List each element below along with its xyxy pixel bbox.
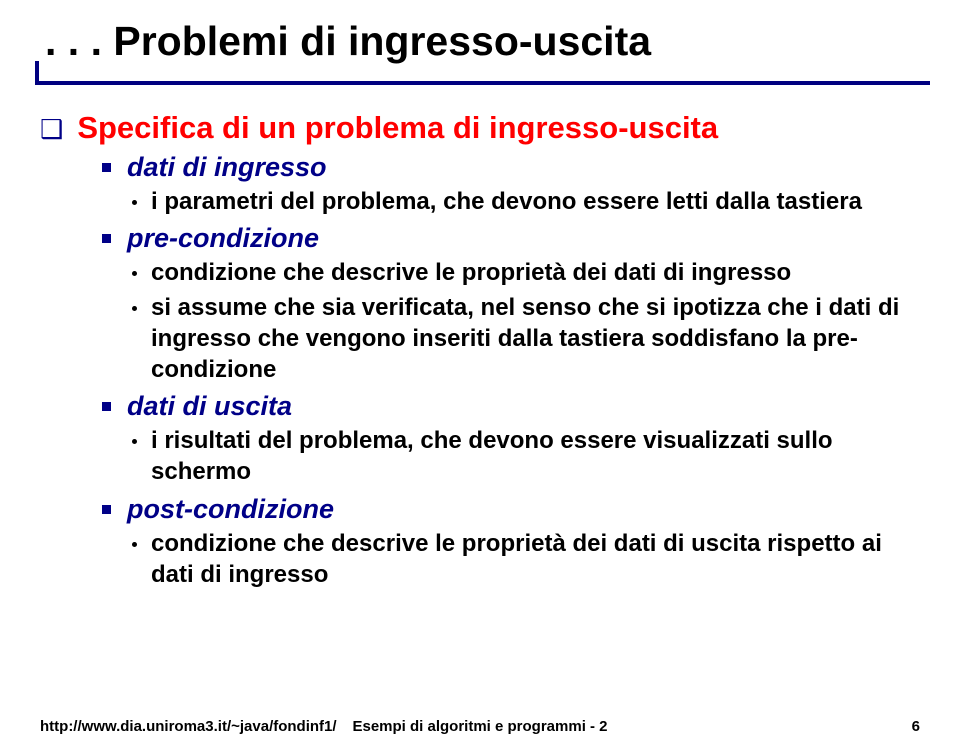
footer-subtitle: Esempi di algoritmi e programmi - 2 <box>352 718 607 735</box>
dot-bullet-icon <box>132 271 137 276</box>
dot-bullet-icon <box>132 542 137 547</box>
level2-group: dati di ingresso i parametri del problem… <box>102 152 910 591</box>
footer-url: http://www.dia.uniroma3.it/~java/fondinf… <box>40 718 337 735</box>
level3-text: condizione che descrive le proprietà dei… <box>151 529 910 590</box>
level3-item: si assume che sia verificata, nel senso … <box>132 293 910 385</box>
dot-bullet-icon <box>132 200 137 205</box>
dot-bullet-icon <box>132 306 137 311</box>
title-area: . . . Problemi di ingresso-uscita <box>35 18 930 85</box>
square-bullet-icon <box>102 234 111 243</box>
level3-group: condizione che descrive le proprietà dei… <box>132 258 910 385</box>
level3-item: i risultati del problema, che devono ess… <box>132 426 910 487</box>
level1-item: ❑ Specifica di un problema di ingresso-u… <box>40 110 910 146</box>
page-number: 6 <box>912 718 920 735</box>
level3-item: condizione che descrive le proprietà dei… <box>132 529 910 590</box>
level2-label: pre-condizione <box>127 223 319 254</box>
slide-title: . . . Problemi di ingresso-uscita <box>45 18 930 65</box>
level3-group: i parametri del problema, che devono ess… <box>132 187 910 218</box>
level3-text: i parametri del problema, che devono ess… <box>151 187 862 218</box>
level2-item: post-condizione <box>102 494 910 525</box>
level2-item: pre-condizione <box>102 223 910 254</box>
level2-item: dati di ingresso <box>102 152 910 183</box>
level3-item: i parametri del problema, che devono ess… <box>132 187 910 218</box>
level3-text: condizione che descrive le proprietà dei… <box>151 258 791 289</box>
hollow-square-icon: ❑ <box>40 114 63 145</box>
slide: . . . Problemi di ingresso-uscita ❑ Spec… <box>0 0 960 753</box>
square-bullet-icon <box>102 163 111 172</box>
level3-group: condizione che descrive le proprietà dei… <box>132 529 910 590</box>
square-bullet-icon <box>102 505 111 514</box>
level2-label: dati di uscita <box>127 391 292 422</box>
square-bullet-icon <box>102 402 111 411</box>
level1-heading: Specifica di un problema di ingresso-usc… <box>77 110 718 146</box>
level2-label: post-condizione <box>127 494 334 525</box>
level2-item: dati di uscita <box>102 391 910 422</box>
level3-text: i risultati del problema, che devono ess… <box>151 426 910 487</box>
slide-footer: http://www.dia.uniroma3.it/~java/fondinf… <box>40 718 920 735</box>
level3-item: condizione che descrive le proprietà dei… <box>132 258 910 289</box>
level2-label: dati di ingresso <box>127 152 327 183</box>
dot-bullet-icon <box>132 439 137 444</box>
level3-text: si assume che sia verificata, nel senso … <box>151 293 910 385</box>
content-area: ❑ Specifica di un problema di ingresso-u… <box>40 110 910 590</box>
level3-group: i risultati del problema, che devono ess… <box>132 426 910 487</box>
